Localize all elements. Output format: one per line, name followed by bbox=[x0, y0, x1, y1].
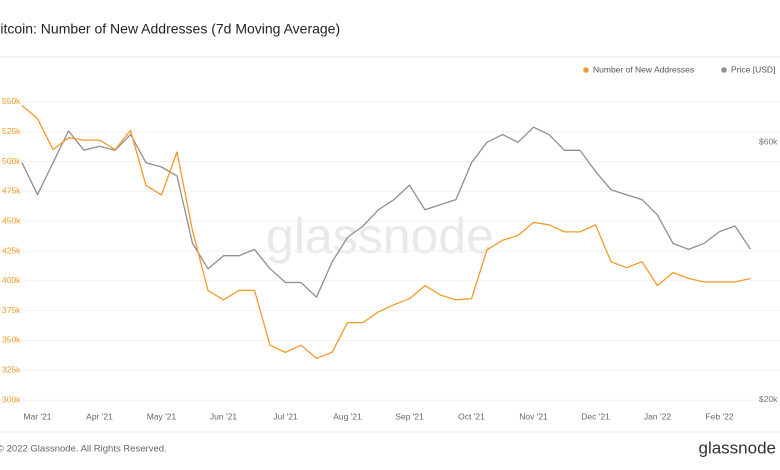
x-tick-label: Jan '22 bbox=[644, 411, 671, 421]
x-tick-label: Mar '21 bbox=[23, 411, 51, 421]
legend-swatch bbox=[583, 67, 589, 73]
x-tick-label: Feb '22 bbox=[705, 411, 733, 421]
x-tick-label: Jul '21 bbox=[273, 411, 298, 421]
x-tick-label: Oct '21 bbox=[458, 411, 485, 421]
x-tick-label: Apr '21 bbox=[86, 411, 113, 421]
y-tick-label: 425k bbox=[2, 245, 21, 255]
y-tick-label: 475k bbox=[2, 186, 21, 196]
line-series bbox=[21, 126, 752, 298]
legend-label: Price [USD] bbox=[731, 64, 775, 74]
x-tick-label: Jun '21 bbox=[210, 411, 237, 421]
x-tick-label: Sep '21 bbox=[395, 411, 424, 421]
y-tick-label: 400k bbox=[2, 275, 21, 285]
footer: © 2022 Glassnode. All Rights Reserved. bbox=[0, 444, 167, 455]
y2-tick-label: $60k bbox=[759, 137, 778, 147]
y-tick-label: 525k bbox=[2, 126, 21, 136]
y-tick-label: 325k bbox=[2, 365, 21, 375]
y-tick-label: 375k bbox=[2, 305, 21, 315]
y-tick-label: 300k bbox=[2, 394, 21, 404]
y-tick-label: 350k bbox=[2, 335, 21, 345]
y2-tick-label: $20k bbox=[759, 394, 778, 404]
x-tick-label: May '21 bbox=[147, 411, 177, 421]
logo: glassnode bbox=[698, 438, 776, 457]
x-tick-label: Nov '21 bbox=[519, 411, 548, 421]
y-tick-label: 450k bbox=[2, 215, 21, 225]
legend-swatch bbox=[721, 67, 727, 73]
line-series bbox=[21, 105, 751, 359]
watermark: glassnode bbox=[266, 208, 494, 264]
y-tick-label: 550k bbox=[2, 96, 21, 106]
x-tick-label: Aug '21 bbox=[333, 411, 362, 421]
y-tick-label: 500k bbox=[2, 156, 21, 166]
x-tick-label: Dec '21 bbox=[581, 411, 610, 421]
chart-title: Bitcoin: Number of New Addresses (7d Mov… bbox=[0, 21, 340, 37]
legend-label: Number of New Addresses bbox=[593, 64, 694, 74]
